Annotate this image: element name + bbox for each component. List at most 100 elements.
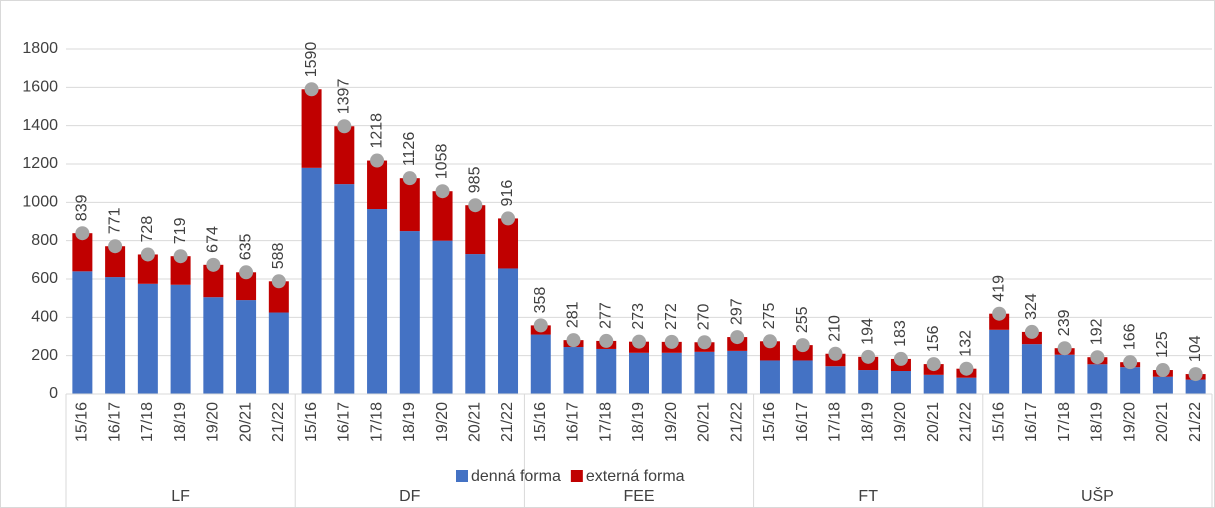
- x-tick-label: 15/16: [761, 402, 778, 442]
- total-label: 125: [1154, 331, 1171, 358]
- bar-segment: [170, 256, 191, 285]
- bar-segment: [1120, 367, 1141, 394]
- bar-segment: [825, 366, 846, 394]
- total-label: 358: [532, 287, 549, 314]
- x-tick-label: 21/22: [270, 402, 287, 442]
- total-marker: [926, 357, 941, 372]
- x-tick-label: 15/16: [303, 402, 320, 442]
- bar-segment: [759, 360, 780, 394]
- x-tick-label: 21/22: [499, 402, 516, 442]
- bar-segment: [432, 191, 453, 241]
- y-tick-label: 1000: [22, 194, 58, 211]
- x-tick-label: 16/17: [106, 402, 123, 442]
- total-label: 275: [761, 302, 778, 329]
- total-marker: [468, 198, 483, 213]
- bar-segment: [465, 254, 486, 394]
- bar-segment: [727, 350, 748, 394]
- bar-segment: [72, 233, 93, 272]
- total-label: 985: [467, 166, 484, 193]
- x-tick-label: 16/17: [565, 402, 582, 442]
- total-label: 210: [827, 315, 844, 342]
- bar-segment: [694, 351, 715, 394]
- x-tick-label: 19/20: [1121, 402, 1138, 442]
- x-tick-label: 18/19: [859, 402, 876, 442]
- total-marker: [370, 153, 385, 168]
- bar-segment: [137, 254, 158, 284]
- x-tick-label: 19/20: [663, 402, 680, 442]
- bar-segment: [923, 374, 944, 394]
- group-label: UŠP: [1081, 486, 1114, 505]
- total-marker: [664, 334, 679, 349]
- bar-segment: [105, 277, 126, 394]
- y-tick-label: 1200: [22, 155, 58, 172]
- total-marker: [140, 247, 155, 262]
- total-marker: [239, 265, 254, 280]
- bar-segment: [956, 377, 977, 394]
- total-label: 166: [1121, 323, 1138, 350]
- total-marker: [1057, 341, 1072, 356]
- group-label: DF: [399, 488, 421, 505]
- total-label: 324: [1023, 293, 1040, 320]
- bar-segment: [268, 281, 289, 313]
- total-marker: [108, 239, 123, 254]
- total-label: 281: [565, 301, 582, 328]
- bar-segment: [498, 218, 519, 269]
- total-label: 1590: [303, 42, 320, 78]
- bar-segment: [203, 264, 224, 298]
- total-marker: [1123, 355, 1138, 370]
- total-label: 273: [630, 303, 647, 330]
- y-tick-label: 1400: [22, 117, 58, 134]
- total-label: 156: [925, 325, 942, 352]
- total-marker: [1155, 363, 1170, 378]
- x-tick-label: 20/21: [1154, 402, 1171, 442]
- total-label: 839: [74, 194, 91, 221]
- x-tick-label: 20/21: [696, 402, 713, 442]
- x-tick-label: 17/18: [368, 402, 385, 442]
- bar-segment: [301, 167, 322, 394]
- total-marker: [599, 333, 614, 348]
- legend-swatch: [456, 470, 468, 482]
- bar-segment: [498, 268, 519, 394]
- bar-segment: [137, 283, 158, 394]
- total-label: 588: [270, 243, 287, 270]
- bar-segment: [72, 271, 93, 394]
- total-label: 674: [205, 226, 222, 253]
- bar-segment: [432, 240, 453, 394]
- bar-segment: [399, 231, 420, 394]
- total-label: 1126: [401, 132, 418, 167]
- total-marker: [861, 349, 876, 364]
- x-tick-label: 15/16: [74, 402, 91, 442]
- y-tick-label: 200: [31, 347, 58, 364]
- total-marker: [762, 334, 777, 349]
- x-tick-label: 18/19: [401, 402, 418, 442]
- x-tick-label: 17/18: [827, 402, 844, 442]
- bar-segment: [334, 126, 355, 185]
- total-label: 183: [892, 320, 909, 347]
- x-tick-label: 21/22: [728, 402, 745, 442]
- x-tick-label: 18/19: [172, 402, 189, 442]
- total-label: 719: [172, 217, 189, 244]
- group-label: FEE: [623, 488, 654, 505]
- total-label: 192: [1089, 318, 1106, 345]
- x-tick-label: 18/19: [1089, 402, 1106, 442]
- bar-segment: [629, 352, 649, 394]
- y-tick-label: 600: [31, 270, 58, 287]
- y-tick-label: 0: [49, 385, 58, 402]
- bar-segment: [105, 246, 126, 278]
- x-tick-label: 19/20: [892, 402, 909, 442]
- total-label: 1397: [336, 79, 353, 115]
- x-tick-label: 16/17: [336, 402, 353, 442]
- total-label: 771: [106, 207, 123, 234]
- x-tick-label: 18/19: [630, 402, 647, 442]
- bar-segment: [170, 284, 191, 394]
- bar-segment: [236, 300, 257, 394]
- x-tick-label: 17/18: [597, 402, 614, 442]
- total-marker: [1090, 350, 1105, 365]
- bar-segment: [203, 297, 224, 394]
- total-marker: [501, 211, 516, 226]
- total-marker: [893, 351, 908, 366]
- total-marker: [1188, 367, 1203, 382]
- x-tick-label: 20/21: [925, 402, 942, 442]
- bar-segment: [367, 209, 388, 394]
